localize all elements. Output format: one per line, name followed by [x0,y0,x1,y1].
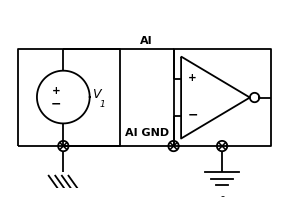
Text: AI GND: AI GND [124,128,169,138]
Text: −: − [50,97,61,110]
Text: -: - [220,191,224,200]
Text: +: + [188,73,197,83]
Text: AI: AI [140,36,153,46]
Text: 1: 1 [100,100,106,109]
Text: −: − [188,109,198,122]
Text: V: V [92,88,100,101]
Text: +: + [51,86,60,96]
